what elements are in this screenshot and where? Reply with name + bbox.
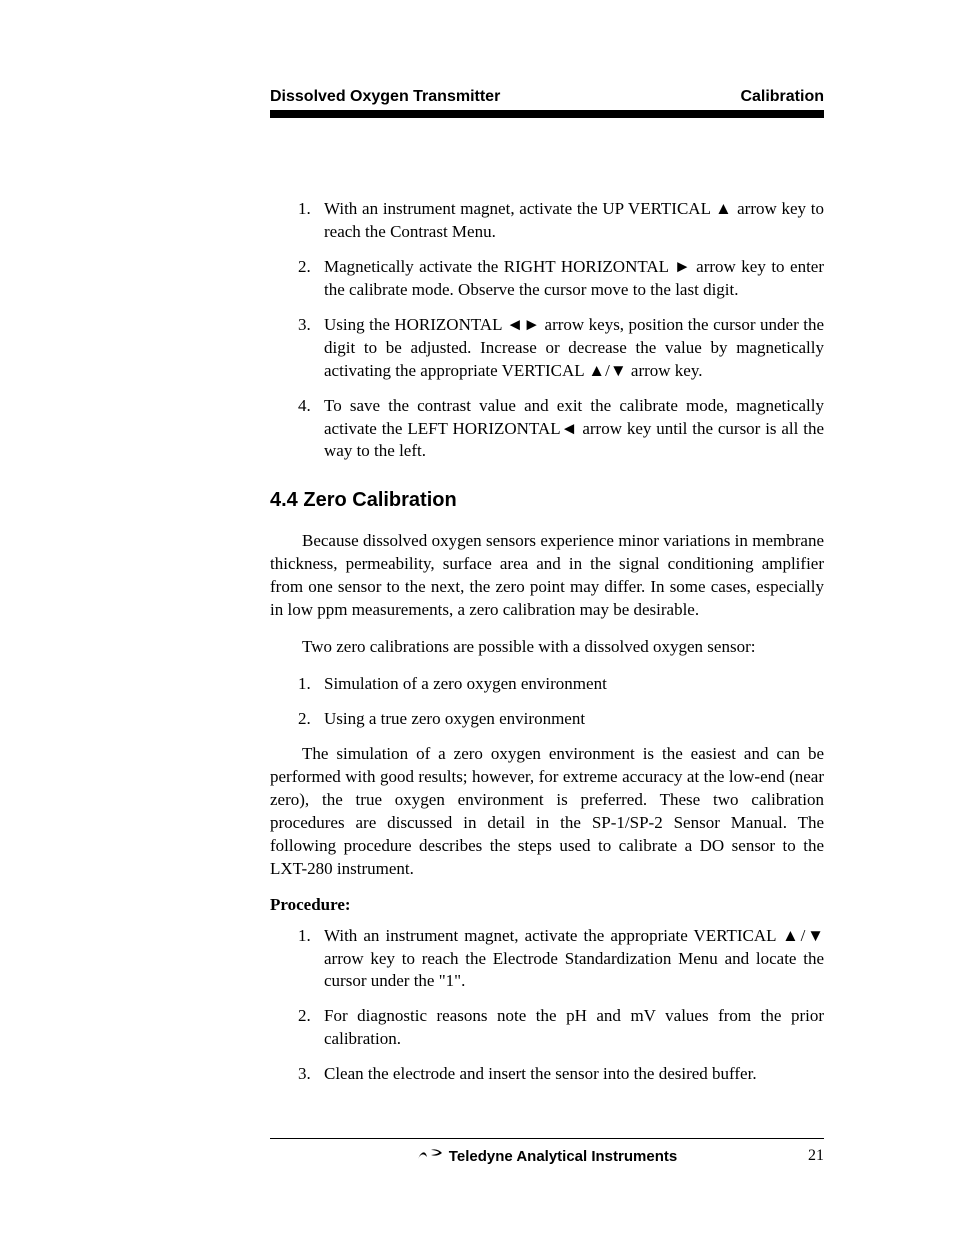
list-item: 4. To save the contrast value and exit t… bbox=[298, 395, 824, 464]
footer-brand-text: Teledyne Analytical Instruments bbox=[449, 1148, 677, 1165]
list-text: Magnetically activate the RIGHT HORIZONT… bbox=[324, 256, 824, 302]
list-number: 1. bbox=[298, 198, 324, 244]
list-text: Simulation of a zero oxygen environment bbox=[324, 673, 824, 696]
zero-cal-procedure-list: 1. With an instrument magnet, activate t… bbox=[270, 925, 824, 1087]
list-number: 2. bbox=[298, 1005, 324, 1051]
footer-brand: Teledyne Analytical Instruments bbox=[300, 1147, 794, 1165]
list-number: 1. bbox=[298, 925, 324, 994]
list-text: With an instrument magnet, activate the … bbox=[324, 198, 824, 244]
list-text: Clean the electrode and insert the senso… bbox=[324, 1063, 824, 1086]
list-number: 3. bbox=[298, 314, 324, 383]
list-item: 3. Clean the electrode and insert the se… bbox=[298, 1063, 824, 1086]
header-right: Calibration bbox=[740, 88, 824, 106]
list-item: 1. With an instrument magnet, activate t… bbox=[298, 198, 824, 244]
body-paragraph: Two zero calibrations are possible with … bbox=[270, 636, 824, 659]
list-text: To save the contrast value and exit the … bbox=[324, 395, 824, 464]
page-footer: Teledyne Analytical Instruments 21 bbox=[270, 1138, 824, 1165]
list-item: 3. Using the HORIZONTAL ◄► arrow keys, p… bbox=[298, 314, 824, 383]
list-number: 3. bbox=[298, 1063, 324, 1086]
list-text: Using a true zero oxygen environment bbox=[324, 708, 824, 731]
running-header: Dissolved Oxygen Transmitter Calibration bbox=[270, 88, 824, 106]
list-item: 2. For diagnostic reasons note the pH an… bbox=[298, 1005, 824, 1051]
list-item: 1. With an instrument magnet, activate t… bbox=[298, 925, 824, 994]
list-number: 1. bbox=[298, 673, 324, 696]
list-number: 2. bbox=[298, 256, 324, 302]
list-number: 2. bbox=[298, 708, 324, 731]
section-heading: 4.4 Zero Calibration bbox=[270, 489, 824, 512]
list-item: 2. Using a true zero oxygen environment bbox=[298, 708, 824, 731]
footer-rule bbox=[270, 1138, 824, 1139]
list-item: 1. Simulation of a zero oxygen environme… bbox=[298, 673, 824, 696]
list-number: 4. bbox=[298, 395, 324, 464]
page-container: Dissolved Oxygen Transmitter Calibration… bbox=[0, 0, 954, 1235]
body-paragraph: The simulation of a zero oxygen environm… bbox=[270, 743, 824, 881]
zero-cal-options-list: 1. Simulation of a zero oxygen environme… bbox=[270, 673, 824, 731]
contrast-procedure-list: 1. With an instrument magnet, activate t… bbox=[270, 198, 824, 463]
teledyne-logo-icon bbox=[417, 1147, 443, 1165]
list-text: Using the HORIZONTAL ◄► arrow keys, posi… bbox=[324, 314, 824, 383]
body-paragraph: Because dissolved oxygen sensors experie… bbox=[270, 530, 824, 622]
procedure-label: Procedure: bbox=[270, 895, 824, 915]
footer-row: Teledyne Analytical Instruments 21 bbox=[270, 1147, 824, 1165]
page-number: 21 bbox=[794, 1147, 824, 1165]
list-text: For diagnostic reasons note the pH and m… bbox=[324, 1005, 824, 1051]
list-text: With an instrument magnet, activate the … bbox=[324, 925, 824, 994]
header-rule bbox=[270, 110, 824, 118]
list-item: 2. Magnetically activate the RIGHT HORIZ… bbox=[298, 256, 824, 302]
header-left: Dissolved Oxygen Transmitter bbox=[270, 88, 500, 106]
